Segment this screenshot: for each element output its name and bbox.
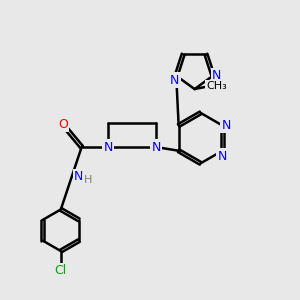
Text: N: N bbox=[218, 150, 227, 163]
Text: N: N bbox=[170, 74, 179, 87]
Text: O: O bbox=[58, 118, 68, 131]
Text: N: N bbox=[104, 140, 113, 154]
Text: N: N bbox=[151, 140, 160, 154]
Text: N: N bbox=[74, 170, 83, 183]
Text: N: N bbox=[212, 69, 221, 82]
Text: CH₃: CH₃ bbox=[206, 81, 227, 91]
Text: H: H bbox=[83, 175, 92, 185]
Text: N: N bbox=[221, 119, 231, 132]
Text: Cl: Cl bbox=[55, 264, 67, 277]
